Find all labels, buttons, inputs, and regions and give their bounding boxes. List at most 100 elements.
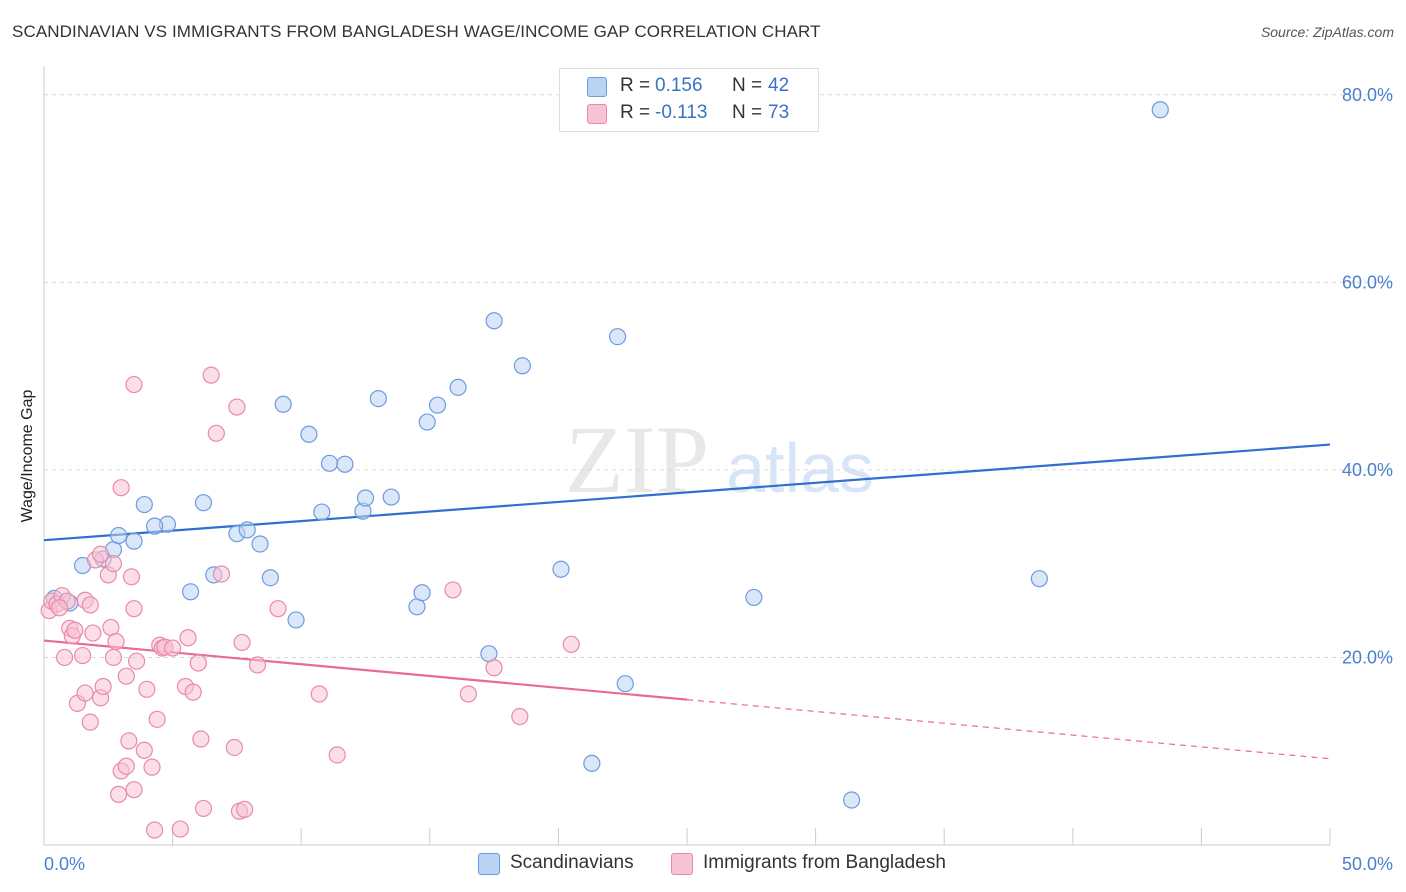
bangladesh-point bbox=[192, 730, 210, 748]
bangladesh-point bbox=[84, 624, 102, 642]
scandinavian-point bbox=[145, 517, 164, 535]
bangladesh-point bbox=[228, 398, 246, 416]
bangladesh-point bbox=[248, 656, 267, 674]
scandinavian-point bbox=[135, 495, 153, 514]
scandinavian-point bbox=[382, 488, 400, 506]
bangladesh-point bbox=[148, 710, 166, 728]
scandinavian-point bbox=[313, 503, 331, 521]
chart-source: Source: ZipAtlas.com bbox=[1260, 24, 1394, 40]
bangladesh-point bbox=[122, 568, 141, 586]
axes bbox=[43, 66, 1331, 846]
scandinavian-point bbox=[843, 791, 861, 809]
data-points bbox=[40, 101, 1169, 839]
legend: R = 0.156 N = 42 R = -0.113 N = 73 bbox=[559, 68, 819, 132]
bangladesh-point bbox=[81, 596, 99, 614]
legend-r-label: R = bbox=[620, 75, 651, 96]
bangladesh-point bbox=[135, 741, 153, 759]
legend-swatch-blue bbox=[587, 77, 607, 97]
bangladesh-point bbox=[112, 479, 130, 497]
scandinavian-point bbox=[125, 532, 143, 550]
bangladesh-point bbox=[94, 677, 112, 696]
bangladesh-point bbox=[120, 732, 138, 750]
legend-r-value: -0.113 bbox=[655, 102, 708, 123]
grid-lines bbox=[44, 94, 1392, 658]
scandinavian-point bbox=[449, 378, 467, 396]
scandinavian-point bbox=[616, 675, 634, 693]
bangladesh-point bbox=[233, 633, 251, 652]
scandinavian-point bbox=[356, 489, 375, 507]
scandinavian-point bbox=[336, 455, 354, 473]
chart-title: SCANDINAVIAN VS IMMIGRANTS FROM BANGLADE… bbox=[12, 22, 821, 41]
legend-n-value: 73 bbox=[768, 102, 790, 123]
scandinavian-point bbox=[413, 584, 431, 602]
scandinavian-trend-line bbox=[43, 443, 1331, 542]
bangladesh-point bbox=[66, 621, 84, 639]
bangladesh-point bbox=[171, 820, 189, 838]
bangladesh-point bbox=[164, 639, 182, 657]
bangladesh-point bbox=[81, 713, 99, 731]
bangladesh-point bbox=[143, 758, 161, 776]
scandinavian-point bbox=[300, 425, 318, 443]
x-tick-label: 0.0% bbox=[44, 854, 85, 874]
scandinavian-point bbox=[428, 396, 447, 414]
legend-r-label: R = bbox=[620, 102, 651, 123]
series-legend-label: Immigrants from Bangladesh bbox=[703, 852, 946, 873]
bangladesh-point bbox=[145, 821, 164, 839]
legend-n-value: 42 bbox=[768, 75, 790, 96]
bangladesh-point bbox=[444, 581, 462, 599]
bangladesh-point bbox=[73, 646, 92, 665]
bangladesh-point bbox=[459, 685, 477, 703]
bangladesh-trend-line-dashed bbox=[686, 699, 1331, 760]
series-legend: Scandinavians Immigrants from Bangladesh bbox=[0, 852, 1406, 876]
bangladesh-point bbox=[184, 683, 202, 701]
bangladesh-point bbox=[212, 565, 231, 583]
legend-swatch-pink bbox=[587, 104, 607, 124]
scandinavian-point bbox=[1151, 101, 1169, 119]
bangladesh-point bbox=[236, 800, 254, 818]
bangladesh-point bbox=[207, 424, 225, 442]
scandinavian-point bbox=[418, 413, 436, 431]
trend-lines bbox=[43, 443, 1331, 760]
bangladesh-point bbox=[125, 600, 143, 618]
x-tick-label: 50.0% bbox=[1342, 854, 1393, 874]
bangladesh-point bbox=[485, 659, 503, 677]
y-tick-label: 40.0% bbox=[1342, 460, 1393, 480]
bangladesh-point bbox=[55, 648, 74, 667]
bangladesh-point bbox=[189, 654, 207, 672]
bangladesh-point bbox=[91, 545, 110, 563]
bangladesh-point bbox=[117, 757, 135, 775]
scandinavian-point bbox=[238, 521, 256, 539]
y-tick-label: 80.0% bbox=[1342, 85, 1393, 105]
legend-n-label: N = bbox=[732, 75, 763, 96]
legend-n-label: N = bbox=[732, 102, 763, 123]
scandinavian-point bbox=[274, 395, 292, 413]
scandinavian-point bbox=[513, 357, 531, 375]
watermark-atlas: atlas bbox=[726, 429, 874, 507]
scandinavian-point bbox=[320, 454, 339, 472]
bangladesh-point bbox=[310, 685, 328, 703]
bangladesh-point bbox=[117, 667, 135, 685]
scandinavian-point bbox=[583, 754, 601, 773]
bangladesh-point bbox=[328, 746, 346, 764]
bangladesh-point bbox=[202, 366, 220, 384]
series-legend-label: Scandinavians bbox=[510, 852, 634, 873]
scandinavian-point bbox=[745, 588, 763, 607]
y-tick-label: 60.0% bbox=[1342, 272, 1393, 292]
bangladesh-point bbox=[76, 684, 94, 702]
scandinavian-point bbox=[182, 583, 200, 601]
bangladesh-point bbox=[107, 632, 125, 651]
scandinavian-point bbox=[287, 611, 305, 629]
bangladesh-point bbox=[562, 635, 580, 653]
bangladesh-point bbox=[125, 375, 143, 394]
tick-labels: 20.0% 40.0% 60.0% 80.0% 0.0% 50.0% bbox=[44, 85, 1393, 874]
y-tick-label: 20.0% bbox=[1342, 647, 1393, 667]
bangladesh-point bbox=[104, 555, 123, 573]
bangladesh-point bbox=[109, 785, 128, 803]
scandinavian-point bbox=[485, 312, 503, 330]
bangladesh-point bbox=[225, 738, 243, 757]
scandinavian-point bbox=[251, 535, 269, 553]
scandinavian-point bbox=[608, 328, 627, 346]
bangladesh-point bbox=[127, 652, 146, 670]
bangladesh-point bbox=[511, 707, 529, 726]
